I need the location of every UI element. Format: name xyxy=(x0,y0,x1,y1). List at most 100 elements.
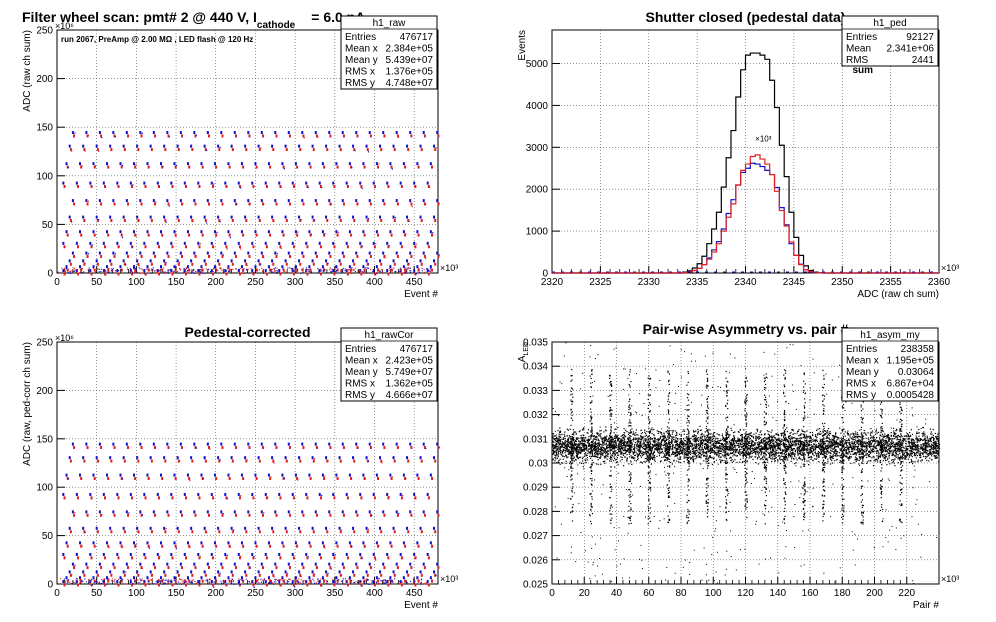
off-point xyxy=(73,202,76,206)
asym-point xyxy=(602,440,604,442)
low-point xyxy=(74,269,76,271)
low-point xyxy=(220,267,222,269)
low-point xyxy=(343,583,345,585)
asym-point xyxy=(750,434,752,437)
low-point xyxy=(277,579,279,582)
scatter-point xyxy=(84,150,86,152)
low-point xyxy=(103,270,105,272)
low-point xyxy=(114,581,116,583)
low-point xyxy=(293,583,296,586)
low-point xyxy=(379,271,381,273)
off-point xyxy=(288,254,291,258)
on-point xyxy=(402,162,405,166)
off-point xyxy=(282,233,285,237)
off-point xyxy=(326,530,329,534)
scatter-point xyxy=(270,270,272,272)
asym-point xyxy=(816,429,818,431)
on-point xyxy=(399,552,402,556)
asym-point xyxy=(562,462,564,464)
off-point xyxy=(221,202,224,206)
asym-point xyxy=(692,439,694,441)
on-point xyxy=(179,442,182,446)
asym-point xyxy=(792,437,794,439)
low-point xyxy=(409,271,411,274)
low-point xyxy=(206,580,208,582)
asym-point xyxy=(788,443,790,445)
low-point xyxy=(228,583,230,585)
off-point xyxy=(218,573,221,577)
asym-point xyxy=(573,440,575,442)
asym-point xyxy=(608,444,610,446)
on-point xyxy=(284,456,287,460)
x-tick-label: 400 xyxy=(366,277,383,288)
asym-point xyxy=(923,452,925,454)
asym-point xyxy=(909,453,911,455)
off-point xyxy=(356,254,359,258)
on-point xyxy=(311,570,314,574)
asym-point xyxy=(693,455,695,457)
asym-point xyxy=(803,445,805,447)
low-point xyxy=(243,272,245,275)
off-point xyxy=(333,184,336,188)
asym-point xyxy=(618,448,621,450)
asym-point xyxy=(755,461,757,464)
on-point xyxy=(409,131,412,135)
on-point xyxy=(362,541,365,545)
asym-point xyxy=(798,450,801,452)
scatter-point xyxy=(364,478,366,480)
on-point xyxy=(95,259,98,263)
asym-point xyxy=(808,440,810,443)
asym-point xyxy=(766,438,768,441)
x-tick-label: 2335 xyxy=(686,277,709,288)
low-point xyxy=(398,270,400,272)
scatter-point xyxy=(71,150,73,152)
off-point xyxy=(144,583,147,587)
asym-point xyxy=(598,433,600,435)
off-point xyxy=(150,262,153,266)
asym-point xyxy=(777,445,779,447)
on-point xyxy=(392,215,395,219)
on-point xyxy=(298,144,301,148)
asym-point xyxy=(606,444,609,446)
asym-point xyxy=(555,456,557,458)
asym-point xyxy=(597,444,599,447)
asym-point xyxy=(750,441,753,443)
asym-point xyxy=(743,429,745,431)
off-point xyxy=(167,202,170,206)
off-point xyxy=(356,513,359,517)
asym-point xyxy=(586,457,589,459)
scatter-point xyxy=(375,243,377,245)
on-point xyxy=(183,269,186,273)
asym-point xyxy=(660,441,662,444)
on-point xyxy=(301,199,304,203)
low-point xyxy=(400,271,402,274)
off-point xyxy=(390,544,393,548)
on-point xyxy=(220,131,223,135)
on-point xyxy=(217,456,220,460)
scatter-point xyxy=(71,221,73,223)
on-point xyxy=(379,526,382,530)
asym-point xyxy=(911,460,913,462)
on-point xyxy=(429,162,432,166)
low-point xyxy=(67,581,69,583)
off-point xyxy=(312,262,315,266)
asym-point xyxy=(707,451,709,453)
asym-point xyxy=(886,437,888,439)
asym-point xyxy=(868,451,870,453)
asym-point xyxy=(635,429,637,431)
low-point xyxy=(418,579,420,581)
y-axis-label: ALED xyxy=(517,342,530,362)
off-point xyxy=(147,165,150,169)
asym-point xyxy=(628,440,630,442)
asym-point xyxy=(839,450,841,452)
off-point xyxy=(177,530,180,534)
off-point xyxy=(326,148,329,152)
on-point xyxy=(95,526,98,530)
on-point xyxy=(274,251,277,255)
asym-point xyxy=(594,444,596,447)
scatter-point xyxy=(74,511,76,514)
asym-point xyxy=(709,449,711,452)
on-point xyxy=(122,215,125,219)
y-tick-label: 1000 xyxy=(526,227,549,238)
low-point xyxy=(229,270,231,273)
